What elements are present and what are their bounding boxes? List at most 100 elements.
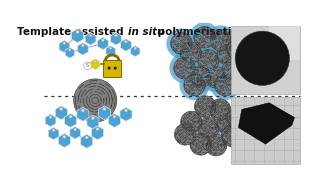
Circle shape — [91, 117, 94, 120]
Circle shape — [176, 38, 206, 68]
Polygon shape — [111, 33, 121, 45]
Circle shape — [89, 34, 92, 37]
Circle shape — [74, 128, 77, 131]
Circle shape — [201, 62, 231, 92]
Polygon shape — [193, 122, 205, 131]
Polygon shape — [208, 110, 217, 118]
Circle shape — [217, 43, 239, 65]
Circle shape — [235, 31, 289, 85]
Circle shape — [206, 25, 236, 56]
Polygon shape — [65, 114, 77, 127]
Circle shape — [52, 129, 55, 132]
Circle shape — [81, 109, 84, 112]
Circle shape — [69, 49, 71, 51]
FancyBboxPatch shape — [269, 26, 300, 60]
Polygon shape — [207, 136, 215, 146]
Circle shape — [181, 111, 202, 133]
Circle shape — [115, 34, 117, 37]
Circle shape — [110, 47, 112, 49]
Circle shape — [96, 127, 99, 130]
Polygon shape — [45, 114, 56, 127]
Circle shape — [198, 50, 219, 71]
Circle shape — [101, 39, 104, 41]
Polygon shape — [188, 121, 199, 132]
Circle shape — [189, 67, 211, 88]
Polygon shape — [58, 134, 71, 147]
Polygon shape — [217, 125, 226, 135]
Polygon shape — [81, 134, 93, 148]
Polygon shape — [120, 107, 132, 121]
Polygon shape — [85, 33, 96, 45]
Circle shape — [198, 117, 219, 139]
Circle shape — [103, 107, 106, 111]
Polygon shape — [70, 127, 81, 139]
Circle shape — [190, 134, 211, 155]
Circle shape — [210, 70, 241, 100]
Polygon shape — [106, 46, 115, 57]
Circle shape — [215, 74, 236, 96]
Circle shape — [169, 53, 200, 83]
Text: Template assisted: Template assisted — [17, 26, 128, 36]
Circle shape — [63, 42, 66, 45]
Polygon shape — [65, 47, 75, 58]
Text: S: S — [86, 63, 89, 68]
Circle shape — [193, 45, 223, 75]
FancyBboxPatch shape — [232, 97, 300, 164]
Circle shape — [227, 108, 248, 130]
Circle shape — [174, 124, 196, 145]
Circle shape — [84, 62, 91, 70]
Polygon shape — [192, 112, 203, 121]
Polygon shape — [109, 114, 120, 127]
Polygon shape — [55, 106, 67, 120]
Polygon shape — [224, 118, 231, 128]
Polygon shape — [225, 120, 236, 132]
Polygon shape — [97, 37, 108, 50]
Circle shape — [85, 136, 88, 139]
FancyBboxPatch shape — [103, 60, 121, 77]
Circle shape — [174, 57, 195, 79]
Polygon shape — [91, 126, 103, 140]
Circle shape — [210, 30, 232, 51]
Circle shape — [74, 79, 117, 122]
Circle shape — [213, 39, 243, 69]
Polygon shape — [207, 131, 218, 140]
Polygon shape — [212, 121, 221, 132]
Circle shape — [108, 67, 111, 70]
Polygon shape — [48, 127, 59, 140]
Polygon shape — [203, 111, 209, 121]
Circle shape — [218, 55, 248, 85]
Circle shape — [209, 99, 231, 120]
Circle shape — [76, 30, 79, 33]
Circle shape — [166, 28, 197, 59]
Circle shape — [49, 116, 52, 119]
Circle shape — [217, 113, 239, 134]
Circle shape — [124, 109, 128, 112]
Circle shape — [205, 134, 227, 156]
Circle shape — [60, 107, 63, 111]
Circle shape — [63, 135, 66, 138]
Polygon shape — [87, 115, 99, 129]
Polygon shape — [98, 106, 111, 120]
Text: in situ: in situ — [128, 26, 164, 36]
Text: polymerisation: polymerisation — [155, 26, 247, 36]
Circle shape — [82, 44, 84, 47]
Polygon shape — [238, 103, 295, 144]
Circle shape — [222, 59, 244, 81]
Circle shape — [94, 60, 96, 63]
Circle shape — [194, 26, 215, 48]
Polygon shape — [190, 129, 201, 141]
Circle shape — [69, 115, 72, 118]
Polygon shape — [90, 59, 100, 70]
Polygon shape — [77, 107, 89, 121]
Circle shape — [184, 74, 205, 96]
Circle shape — [114, 67, 117, 70]
Circle shape — [205, 67, 227, 88]
Polygon shape — [121, 39, 131, 51]
Circle shape — [190, 22, 220, 52]
Circle shape — [171, 33, 192, 54]
Circle shape — [179, 70, 210, 100]
Circle shape — [222, 35, 253, 65]
Polygon shape — [131, 46, 140, 57]
Polygon shape — [266, 125, 292, 146]
Circle shape — [195, 96, 216, 117]
